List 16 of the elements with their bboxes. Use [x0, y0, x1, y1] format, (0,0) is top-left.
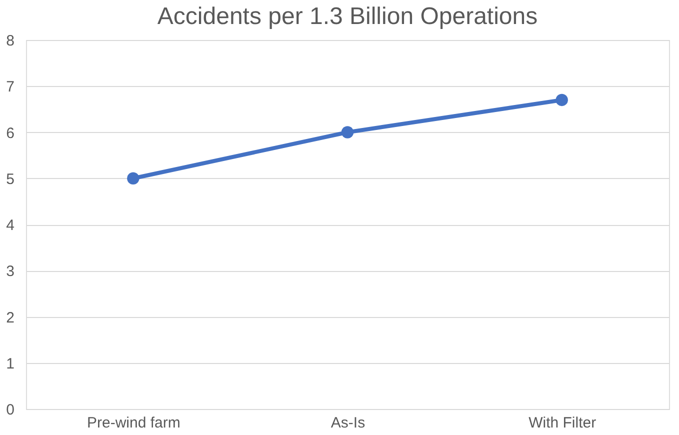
y-tick-label: 3 [6, 263, 14, 280]
x-tick-label: As-Is [330, 414, 366, 432]
chart-title: Accidents per 1.3 Billion Operations [157, 3, 538, 30]
y-tick-label: 5 [6, 170, 14, 188]
y-tick-label: 4 [6, 217, 14, 234]
point [556, 94, 568, 106]
y-tick-label: 1 [6, 355, 14, 372]
x-tick-label: Pre-wind farm [86, 414, 180, 432]
point [341, 126, 354, 138]
point [127, 172, 140, 184]
y-tick-label: 7 [6, 78, 14, 96]
x-tick-label: With Filter [528, 414, 596, 432]
y-tick-label: 0 [6, 402, 14, 418]
y-tick-label: 6 [6, 124, 14, 142]
y-tick-label: 2 [6, 309, 14, 326]
y-tick-label: 8 [6, 32, 14, 50]
